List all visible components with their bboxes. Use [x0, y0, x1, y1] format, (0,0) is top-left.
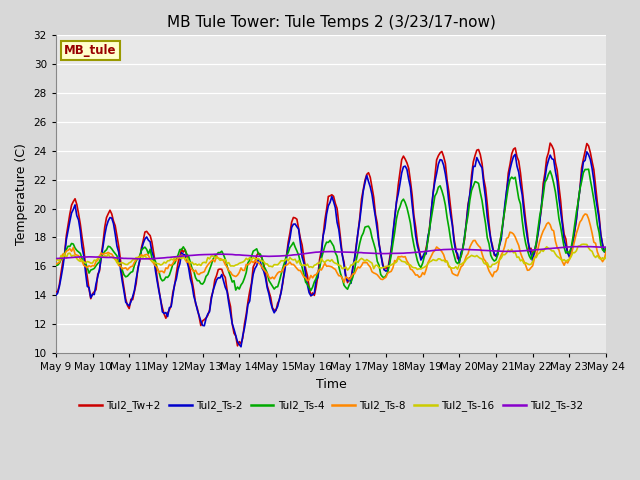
- X-axis label: Time: Time: [316, 378, 346, 391]
- Title: MB Tule Tower: Tule Temps 2 (3/23/17-now): MB Tule Tower: Tule Temps 2 (3/23/17-now…: [166, 15, 495, 30]
- Text: MB_tule: MB_tule: [64, 44, 116, 58]
- Y-axis label: Temperature (C): Temperature (C): [15, 143, 28, 245]
- Legend: Tul2_Tw+2, Tul2_Ts-2, Tul2_Ts-4, Tul2_Ts-8, Tul2_Ts-16, Tul2_Ts-32: Tul2_Tw+2, Tul2_Ts-2, Tul2_Ts-4, Tul2_Ts…: [75, 396, 588, 416]
